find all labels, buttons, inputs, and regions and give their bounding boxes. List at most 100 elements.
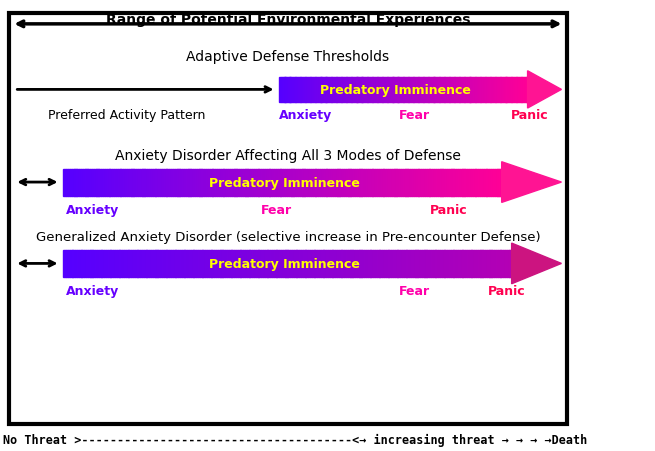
Bar: [399, 169, 401, 196]
Bar: [346, 169, 348, 196]
Bar: [356, 78, 358, 102]
Bar: [314, 78, 316, 102]
Bar: [70, 169, 73, 196]
Bar: [382, 250, 384, 277]
Bar: [301, 78, 302, 102]
Bar: [427, 78, 428, 102]
Bar: [171, 250, 174, 277]
Bar: [365, 78, 367, 102]
Bar: [359, 250, 362, 277]
Bar: [287, 169, 290, 196]
Bar: [500, 78, 502, 102]
Bar: [479, 78, 481, 102]
Bar: [496, 78, 498, 102]
Bar: [160, 169, 162, 196]
Bar: [473, 78, 474, 102]
Bar: [209, 250, 212, 277]
Bar: [193, 169, 195, 196]
Bar: [331, 169, 333, 196]
Bar: [309, 78, 310, 102]
Bar: [403, 169, 405, 196]
Bar: [297, 250, 299, 277]
Text: Predatory Imminence: Predatory Imminence: [210, 258, 360, 270]
Bar: [419, 169, 421, 196]
Bar: [88, 250, 90, 277]
Bar: [444, 78, 446, 102]
Bar: [193, 250, 196, 277]
Bar: [467, 78, 468, 102]
Bar: [67, 169, 70, 196]
Bar: [421, 169, 423, 196]
Bar: [299, 78, 301, 102]
Bar: [486, 169, 489, 196]
Bar: [433, 78, 435, 102]
Bar: [491, 78, 492, 102]
Bar: [375, 169, 377, 196]
Bar: [248, 169, 250, 196]
Bar: [365, 169, 368, 196]
Bar: [417, 250, 420, 277]
Bar: [429, 250, 431, 277]
Bar: [361, 78, 363, 102]
Bar: [449, 78, 451, 102]
Bar: [101, 169, 103, 196]
Bar: [84, 250, 86, 277]
Bar: [144, 250, 147, 277]
Bar: [412, 169, 415, 196]
Bar: [510, 78, 512, 102]
Bar: [140, 169, 143, 196]
Bar: [443, 169, 445, 196]
Text: Adaptive Defense Thresholds: Adaptive Defense Thresholds: [187, 50, 390, 63]
Bar: [476, 250, 478, 277]
Bar: [462, 78, 463, 102]
Bar: [320, 169, 322, 196]
Bar: [390, 169, 392, 196]
Bar: [425, 169, 428, 196]
Bar: [335, 250, 337, 277]
Bar: [451, 78, 452, 102]
Bar: [64, 250, 66, 277]
Bar: [158, 169, 160, 196]
Bar: [149, 169, 151, 196]
Bar: [103, 250, 106, 277]
Bar: [326, 169, 329, 196]
Bar: [229, 250, 232, 277]
Bar: [380, 78, 381, 102]
Bar: [334, 78, 335, 102]
Polygon shape: [512, 244, 561, 284]
Bar: [401, 78, 402, 102]
Text: Fear: Fear: [261, 203, 292, 216]
Bar: [455, 78, 456, 102]
Bar: [340, 78, 342, 102]
Bar: [265, 250, 268, 277]
Bar: [352, 250, 355, 277]
Bar: [360, 78, 362, 102]
Bar: [299, 250, 301, 277]
Text: Generalized Anxiety Disorder (selective increase in Pre-encounter Defense): Generalized Anxiety Disorder (selective …: [35, 230, 540, 243]
Bar: [312, 78, 313, 102]
Bar: [297, 78, 298, 102]
Bar: [423, 78, 425, 102]
Bar: [263, 169, 265, 196]
Bar: [188, 169, 191, 196]
Bar: [463, 78, 464, 102]
Bar: [430, 78, 431, 102]
Bar: [460, 169, 462, 196]
Bar: [431, 78, 432, 102]
Bar: [290, 78, 291, 102]
Bar: [189, 250, 191, 277]
Bar: [438, 169, 441, 196]
Bar: [346, 78, 348, 102]
Bar: [140, 250, 142, 277]
Bar: [155, 250, 158, 277]
Bar: [263, 250, 265, 277]
Bar: [322, 78, 323, 102]
Bar: [393, 250, 396, 277]
Text: Anxiety: Anxiety: [66, 203, 119, 216]
Bar: [352, 78, 354, 102]
Bar: [438, 250, 440, 277]
Text: Anxiety Disorder Affecting All 3 Modes of Defense: Anxiety Disorder Affecting All 3 Modes o…: [115, 149, 461, 162]
Bar: [436, 78, 438, 102]
Bar: [223, 169, 226, 196]
Bar: [290, 250, 292, 277]
